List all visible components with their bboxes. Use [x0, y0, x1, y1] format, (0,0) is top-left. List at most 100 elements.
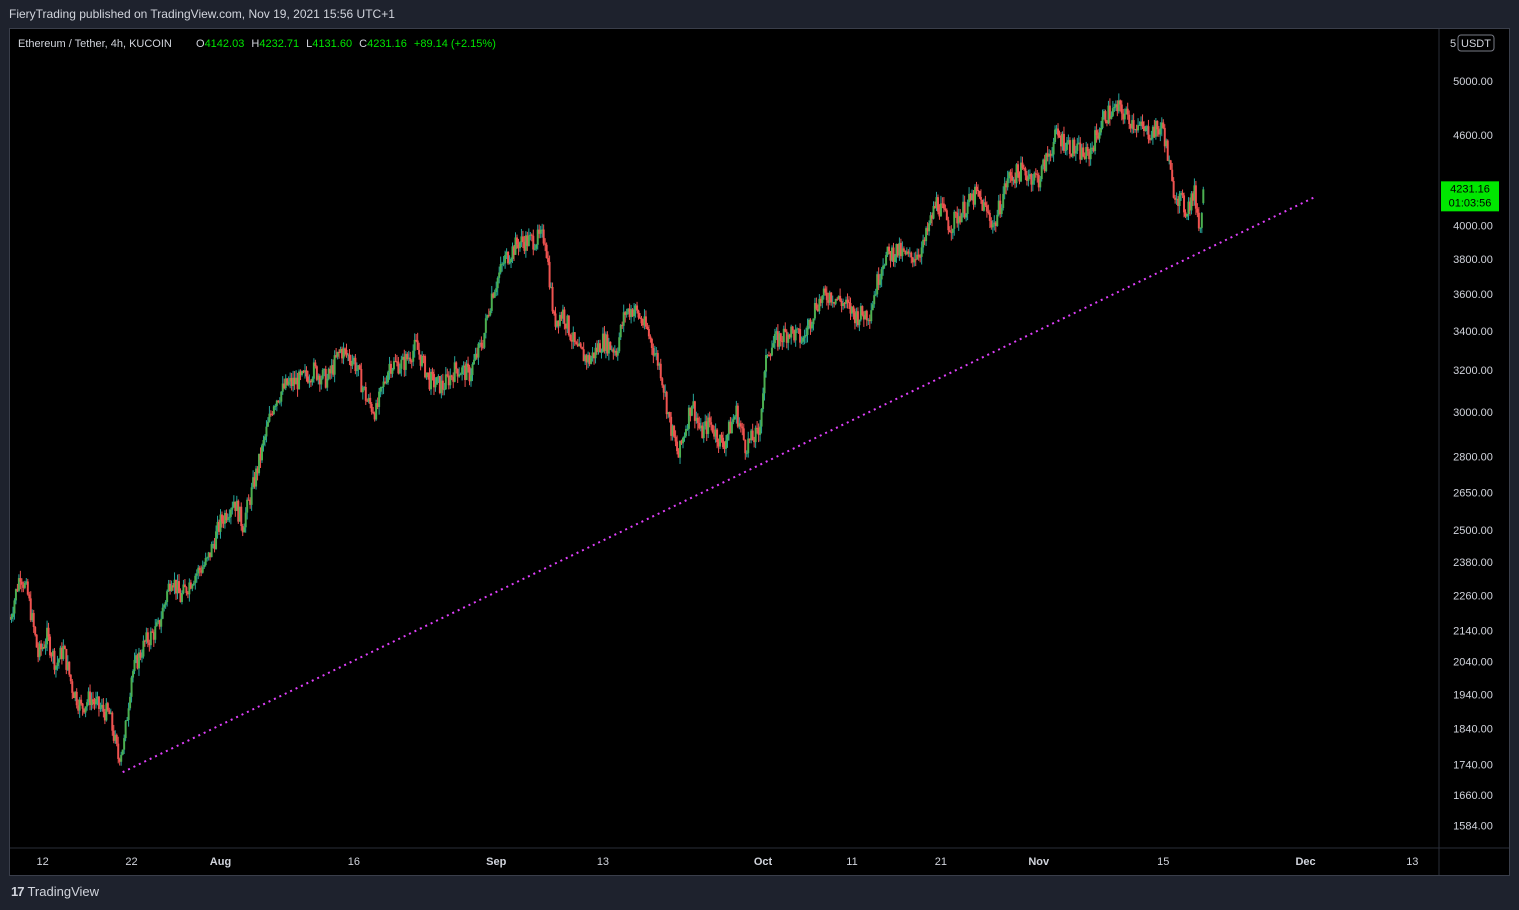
candle-body	[544, 243, 547, 245]
candle-body	[659, 363, 662, 379]
x-tick-label: Sep	[486, 856, 506, 868]
candle-body	[177, 581, 180, 594]
x-tick-label: Dec	[1295, 856, 1315, 868]
candle-body	[354, 357, 357, 372]
candle-body	[1030, 174, 1033, 185]
candle-body	[69, 674, 72, 682]
candle-body	[825, 292, 828, 301]
candle-body	[255, 468, 258, 487]
candle-body	[1159, 128, 1162, 135]
candle-body	[732, 419, 735, 423]
candle-body	[960, 213, 963, 223]
price-chart[interactable]: 5000.00 4600.00 4000.00 3800.00 3600.00 3400.…	[10, 29, 1509, 875]
candle-body	[1163, 127, 1166, 147]
candle-body	[805, 334, 808, 337]
tradingview-brand: TradingView	[27, 884, 100, 899]
candle-body	[1025, 175, 1028, 181]
candle-body	[539, 230, 542, 234]
candle-body	[711, 424, 714, 433]
candle-body	[160, 618, 163, 627]
candle-body	[259, 453, 262, 461]
candle-body	[140, 656, 143, 658]
candle-body	[888, 246, 891, 252]
candle-body	[244, 512, 247, 528]
candle-body	[673, 425, 676, 437]
candle-body	[434, 384, 437, 388]
candle-body	[10, 618, 11, 620]
candle-body	[226, 517, 229, 521]
candle-body	[1128, 114, 1131, 125]
candle-body	[56, 662, 59, 667]
candle-body	[225, 512, 228, 521]
candle-body	[102, 704, 105, 712]
candle-body	[707, 417, 710, 434]
candle-body	[262, 440, 265, 446]
candle-body	[999, 200, 1002, 215]
candle-body	[656, 353, 659, 366]
candle-body	[172, 585, 175, 588]
candle-body	[987, 211, 990, 213]
candle-body	[465, 363, 468, 380]
candle-body	[889, 251, 892, 261]
candle-body	[335, 355, 338, 357]
candle-body	[1144, 127, 1147, 132]
candle-body	[161, 607, 164, 619]
candle-body	[1005, 183, 1008, 188]
candle-body	[26, 581, 29, 595]
candle-body	[590, 358, 593, 364]
chart-frame[interactable]: 5000.00 4600.00 4000.00 3800.00 3600.00 3400.…	[9, 28, 1510, 876]
candle-body	[773, 333, 776, 344]
candle-body	[968, 193, 971, 203]
candle-body	[548, 261, 551, 288]
candle-body	[318, 375, 321, 385]
candle-body	[558, 314, 561, 326]
candle-body	[683, 435, 686, 438]
candle-body	[641, 323, 644, 326]
candle-body	[655, 353, 658, 355]
candle-body	[1199, 227, 1202, 229]
candle-body	[726, 434, 729, 441]
currency-button[interactable]: USDT	[1461, 38, 1491, 50]
candle-body	[667, 412, 670, 415]
candle-body	[46, 627, 49, 645]
candle-body	[1014, 179, 1017, 184]
candle-body	[1068, 140, 1071, 154]
candle-body	[607, 341, 610, 354]
candle-body	[425, 372, 428, 378]
candle-body	[542, 229, 545, 244]
candle-body	[429, 371, 432, 390]
candle-body	[1024, 168, 1027, 176]
candle-body	[105, 703, 108, 721]
candle-body	[1042, 159, 1045, 167]
x-tick-label: 13	[597, 856, 609, 868]
candle-body	[953, 211, 956, 229]
y-tick-label: 2260.00	[1453, 590, 1493, 602]
candle-body	[529, 234, 532, 236]
candle-body	[1028, 174, 1031, 177]
candle-body	[461, 367, 464, 375]
candle-body	[1049, 153, 1052, 156]
candle-body	[855, 311, 858, 324]
candle-body	[145, 632, 148, 642]
candle-body	[1175, 198, 1178, 200]
candle-body	[555, 320, 558, 327]
candle-body	[481, 346, 484, 348]
tradingview-logo[interactable]: 17 TradingView	[11, 884, 99, 899]
candle-body	[929, 215, 932, 224]
candle-body	[329, 368, 332, 374]
currency-button-frame[interactable]	[1457, 34, 1495, 52]
candle-body	[593, 352, 596, 359]
candle-body	[917, 254, 920, 257]
candle-body	[17, 578, 20, 591]
candle-body	[232, 501, 235, 508]
candle-body	[1071, 139, 1074, 157]
candle-body	[164, 601, 167, 605]
candle-body	[43, 646, 46, 649]
candle-body	[366, 400, 369, 402]
candle-body	[613, 350, 616, 353]
candle-body	[840, 300, 843, 306]
candle-body	[956, 212, 959, 224]
candle-body	[1105, 121, 1108, 124]
candle-body	[896, 243, 899, 256]
candle-body	[360, 368, 363, 393]
